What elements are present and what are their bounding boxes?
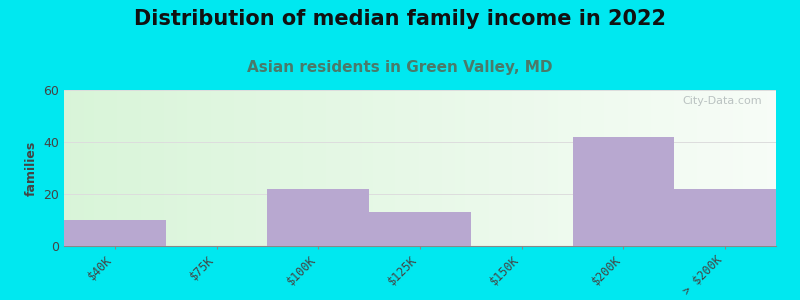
Text: City-Data.com: City-Data.com [682,96,762,106]
Text: Asian residents in Green Valley, MD: Asian residents in Green Valley, MD [247,60,553,75]
Bar [674,189,776,246]
Bar [573,137,674,246]
Bar [369,212,471,246]
Y-axis label: families: families [25,140,38,196]
Bar [64,220,166,246]
Bar [267,189,369,246]
Text: Distribution of median family income in 2022: Distribution of median family income in … [134,9,666,29]
